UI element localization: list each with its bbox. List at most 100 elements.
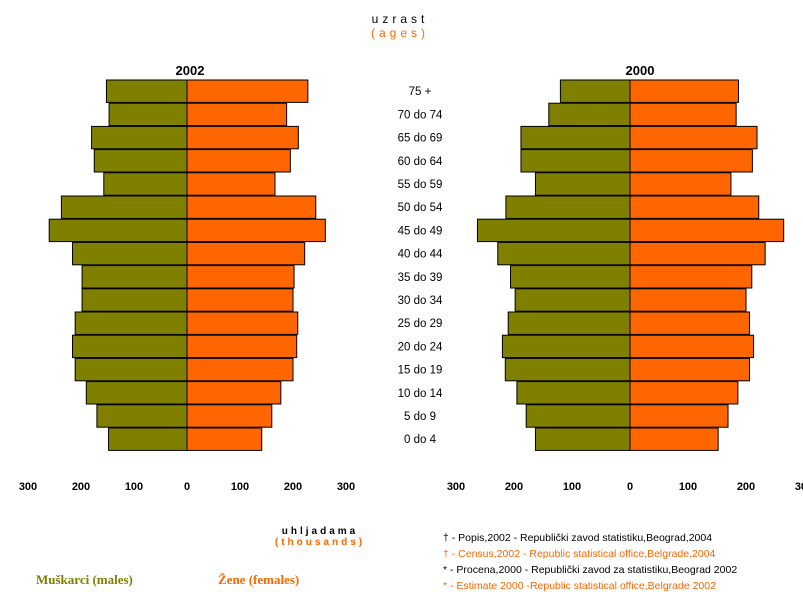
bar-males-2002-12 — [74, 357, 188, 382]
bar-females-2002-12 — [186, 357, 294, 382]
bar-females-2000-11 — [629, 334, 755, 359]
bar-females-2000-0 — [629, 79, 739, 103]
bar-males-2000-13 — [516, 381, 631, 405]
bar-females-2002-9 — [186, 288, 294, 312]
bar-males-2002-3 — [93, 149, 188, 173]
note-census-sr: † - Popis,2002 - Republički zavod statis… — [443, 532, 713, 544]
note-estimate-en: * - Estimate 2000 -Republic statistical … — [443, 580, 716, 592]
x-tick-label-2002-5: 200 — [284, 481, 302, 493]
bar-males-2002-4 — [103, 172, 188, 196]
x-tick-label-2002-6: 300 — [337, 481, 355, 493]
bar-females-2002-4 — [186, 172, 276, 196]
x-tick-label-2000-1: 200 — [505, 481, 523, 493]
bar-females-2002-15 — [186, 427, 263, 451]
bar-males-2002-7 — [72, 241, 188, 266]
bar-females-2000-12 — [629, 357, 750, 382]
bar-females-2002-2 — [186, 125, 299, 150]
bar-females-2002-11 — [186, 334, 298, 359]
x-tick-label-2000-2: 100 — [563, 481, 581, 493]
x-tick-label-2002-4: 100 — [231, 481, 249, 493]
units-label-block: uhljadama (thousands) — [240, 526, 400, 548]
bar-males-2002-8 — [81, 265, 188, 289]
bar-males-2000-10 — [507, 311, 631, 335]
age-label-10: 25 do 29 — [398, 318, 443, 330]
age-label-11: 20 do 24 — [398, 341, 443, 353]
age-label-0: 75 + — [409, 86, 432, 98]
bar-males-2002-10 — [74, 311, 188, 335]
chart-title-2000: 2000 — [626, 63, 655, 78]
legend-females: Žene (females) — [218, 572, 300, 587]
age-label-6: 45 do 49 — [398, 225, 443, 237]
bar-females-2002-13 — [186, 381, 282, 405]
bar-females-2000-10 — [629, 311, 750, 335]
bar-females-2000-7 — [629, 241, 766, 266]
age-label-4: 55 do 59 — [398, 179, 443, 191]
bar-males-2000-8 — [510, 265, 631, 289]
bar-males-2002-14 — [96, 404, 188, 428]
bar-females-2002-8 — [186, 265, 295, 289]
age-label-13: 10 do 14 — [398, 388, 443, 400]
age-label-12: 15 do 19 — [398, 365, 443, 377]
bar-males-2000-4 — [534, 172, 631, 196]
x-tick-label-2000-3: 0 — [627, 481, 633, 493]
bar-females-2002-7 — [186, 241, 306, 266]
bar-females-2000-9 — [629, 288, 747, 312]
bar-males-2002-6 — [48, 218, 188, 243]
bar-females-2000-5 — [629, 195, 760, 219]
bar-males-2002-11 — [72, 334, 188, 359]
age-label-7: 40 do 44 — [398, 249, 443, 261]
age-label-8: 35 do 39 — [398, 272, 443, 284]
age-label-2: 65 do 69 — [398, 133, 443, 145]
bar-females-2000-13 — [629, 381, 739, 405]
x-tick-label-2000-5: 200 — [737, 481, 755, 493]
x-tick-label-2002-1: 200 — [72, 481, 90, 493]
bar-males-2000-6 — [476, 218, 631, 243]
note-estimate-sr: * - Procena,2000 - Republički zavod za s… — [443, 564, 738, 576]
bar-males-2000-3 — [520, 149, 631, 173]
bar-males-2002-0 — [105, 79, 188, 103]
bar-males-2000-0 — [559, 79, 631, 103]
bar-females-2002-0 — [186, 79, 309, 103]
ages-label: uzrast — [371, 12, 429, 26]
x-tick-label-2002-0: 300 — [19, 481, 37, 493]
age-label-1: 70 do 74 — [398, 109, 443, 121]
bar-males-2002-13 — [85, 381, 188, 405]
bar-females-2002-5 — [186, 195, 317, 219]
bar-males-2000-1 — [548, 102, 631, 127]
note-census-en: † - Census,2002 - Republic statistical o… — [443, 548, 716, 560]
x-tick-label-2002-3: 0 — [184, 481, 190, 493]
x-tick-label-2002-2: 100 — [125, 481, 143, 493]
ages-header: uzrast (ages) — [330, 12, 470, 40]
x-tick-label-2000-4: 100 — [679, 481, 697, 493]
age-label-15: 0 do 4 — [404, 434, 437, 446]
bar-males-2000-2 — [520, 125, 631, 150]
units-label: uhljadama — [281, 526, 359, 537]
bar-males-2000-11 — [501, 334, 631, 359]
bar-females-2000-1 — [629, 102, 737, 127]
bar-females-2002-1 — [186, 102, 288, 127]
bar-males-2002-1 — [108, 102, 188, 127]
bar-females-2000-15 — [629, 427, 719, 451]
bar-males-2000-7 — [497, 241, 631, 266]
bar-males-2000-5 — [505, 195, 631, 219]
legend-males: Muškarci (males) — [36, 572, 133, 587]
x-tick-label-2000-6: 300 — [795, 481, 803, 493]
bar-males-2002-5 — [60, 195, 188, 219]
bar-males-2002-15 — [108, 427, 188, 451]
ages-label-en: (ages) — [370, 26, 429, 40]
bar-females-2000-14 — [629, 404, 729, 428]
bar-males-2000-14 — [525, 404, 631, 428]
x-tick-label-2000-0: 300 — [447, 481, 465, 493]
bar-males-2000-9 — [514, 288, 631, 312]
bar-females-2002-3 — [186, 149, 291, 173]
age-label-5: 50 do 54 — [398, 202, 443, 214]
bar-males-2002-2 — [91, 125, 188, 150]
bar-females-2002-6 — [186, 218, 326, 243]
bar-females-2002-10 — [186, 311, 299, 335]
population-pyramids: 2002 300 200 100 0 100 200 300 2000 300 200 100 0 100… — [19, 63, 803, 493]
chart-title-2002: 2002 — [176, 63, 205, 78]
age-label-3: 60 do 64 — [398, 156, 443, 168]
bar-females-2000-6 — [629, 218, 785, 243]
bar-females-2000-4 — [629, 172, 732, 196]
bar-males-2000-12 — [504, 357, 631, 382]
